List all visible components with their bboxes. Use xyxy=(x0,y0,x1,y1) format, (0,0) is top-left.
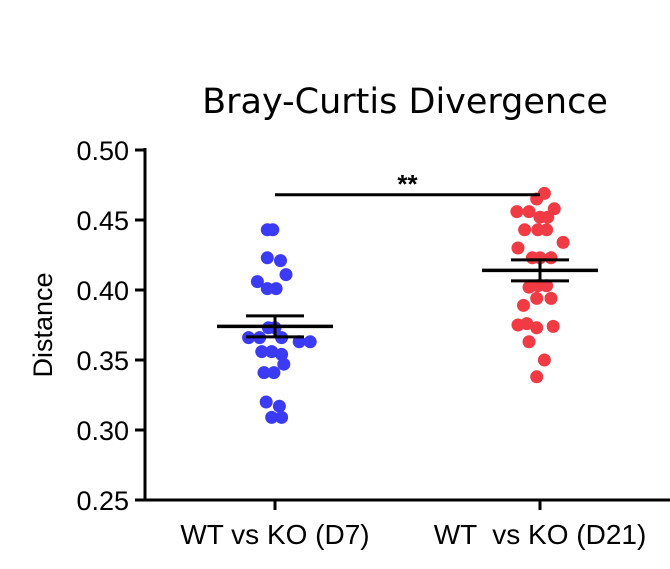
data-point xyxy=(530,291,544,305)
error-bars xyxy=(217,258,598,339)
data-point xyxy=(260,251,274,265)
data-point xyxy=(510,205,524,219)
data-point xyxy=(540,279,554,293)
data-point xyxy=(272,399,286,413)
x-category-label: WT vs KO (D7) xyxy=(180,519,369,550)
data-point xyxy=(279,268,293,282)
data-point xyxy=(544,291,558,305)
y-tick-label: 0.30 xyxy=(76,416,129,446)
data-point xyxy=(517,298,530,312)
data-point xyxy=(518,223,532,237)
data-point xyxy=(275,347,289,361)
data-point xyxy=(556,235,570,249)
data-point xyxy=(544,251,558,265)
data-point xyxy=(537,353,551,367)
significance-label: ** xyxy=(397,169,418,199)
data-point xyxy=(511,241,525,255)
data-point xyxy=(546,319,560,333)
data-point xyxy=(255,345,269,359)
data-point xyxy=(267,366,281,380)
data-point xyxy=(259,395,273,409)
data-point xyxy=(269,282,283,296)
data-point xyxy=(274,254,287,268)
data-point xyxy=(520,317,534,331)
data-point xyxy=(303,335,317,349)
data-point xyxy=(530,321,544,335)
y-tick-label: 0.40 xyxy=(76,276,129,306)
data-point xyxy=(540,223,554,237)
data-point xyxy=(265,345,279,359)
data-point xyxy=(266,223,280,237)
chart-title: Bray-Curtis Divergence xyxy=(202,82,608,122)
y-tick-label: 0.25 xyxy=(76,486,129,516)
y-tick-label: 0.45 xyxy=(76,206,129,236)
data-point xyxy=(522,205,536,219)
data-point xyxy=(265,410,279,424)
x-ticks: WT vs KO (D7) WT vs KO (D21) xyxy=(180,500,646,550)
significance-annotation: ** xyxy=(275,169,540,199)
data-point xyxy=(292,335,306,349)
data-point xyxy=(257,366,271,380)
data-point xyxy=(541,210,555,224)
data-point xyxy=(250,275,264,289)
axes xyxy=(143,148,670,502)
y-tick-label: 0.50 xyxy=(76,136,129,166)
y-ticks: 0.25 0.30 0.35 0.40 0.45 0.50 xyxy=(76,136,145,516)
y-axis-label: Distance xyxy=(28,272,58,377)
data-point xyxy=(522,335,536,349)
data-point xyxy=(275,410,289,424)
x-category-label: WT vs KO (D21) xyxy=(434,519,647,550)
y-tick-label: 0.35 xyxy=(76,346,129,376)
data-point xyxy=(530,370,544,384)
data-point xyxy=(277,357,291,371)
data-points xyxy=(242,186,570,424)
